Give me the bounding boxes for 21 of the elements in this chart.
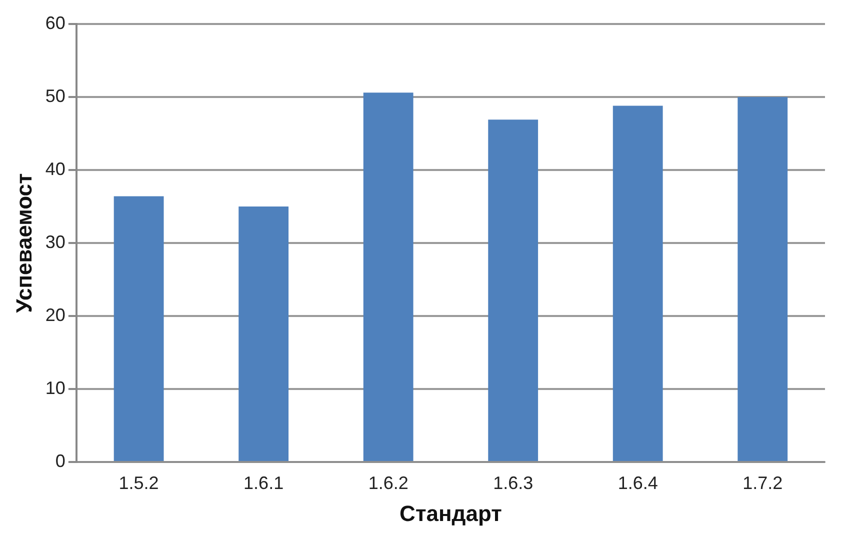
x-tick-label: 1.6.4	[618, 472, 658, 493]
bar	[363, 92, 414, 461]
bar	[738, 97, 788, 461]
y-tick-label: 60	[45, 12, 66, 33]
x-tick-label: 1.6.3	[493, 472, 534, 493]
x-tick-label: 1.7.2	[742, 472, 783, 493]
y-tick-label: 20	[45, 304, 66, 325]
x-tick-label: 1.6.1	[244, 472, 284, 493]
y-tick-label: 0	[55, 450, 66, 471]
bar	[612, 106, 663, 461]
y-axis-title: Успеваемост	[11, 172, 36, 313]
bar	[488, 120, 538, 461]
y-tick-label: 50	[45, 86, 66, 106]
x-tick-label: 1.5.2	[118, 472, 159, 493]
x-tick-label: 1.6.2	[368, 472, 408, 493]
x-axis-title: Стандарт	[400, 500, 502, 526]
bar	[238, 206, 289, 461]
y-tick-label: 10	[45, 378, 66, 398]
bar	[114, 196, 164, 461]
y-tick-label: 30	[45, 232, 66, 252]
y-tick-label: 40	[45, 158, 66, 179]
